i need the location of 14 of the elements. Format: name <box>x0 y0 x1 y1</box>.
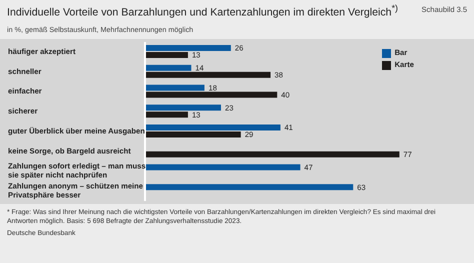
bar <box>145 45 231 51</box>
bar <box>145 84 204 91</box>
bar <box>145 164 300 170</box>
bar <box>145 124 280 130</box>
bar <box>145 52 188 58</box>
bar <box>145 112 188 118</box>
chart-title: Individuelle Vorteile von Barzahlungen und Kartenzahlungen im direkten Vergleich$^{*)}$ <box>7 3 399 19</box>
bar <box>145 151 400 158</box>
bar <box>145 92 278 98</box>
bar <box>145 184 354 190</box>
bar <box>145 104 221 111</box>
bar <box>145 72 271 78</box>
bar <box>145 64 192 71</box>
bar <box>145 132 241 138</box>
